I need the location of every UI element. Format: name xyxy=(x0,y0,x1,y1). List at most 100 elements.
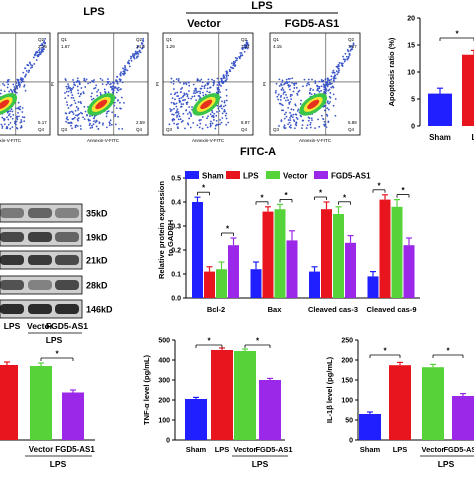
flow-value-q2: 14.8 xyxy=(136,44,145,49)
blot-band xyxy=(55,232,79,242)
protein-bar-Bcl-2-2 xyxy=(204,272,215,298)
flow-value-q2: 2.15 xyxy=(38,44,47,49)
y-tick-label: 250 xyxy=(341,338,353,345)
y-tick-label: 200 xyxy=(341,358,353,365)
protein-x-label: Bcl-2 xyxy=(207,305,225,314)
flow-xaxis-label: Annexin-V-FITC xyxy=(299,138,332,143)
blot-band xyxy=(28,280,52,290)
il1b-bar-2 xyxy=(389,365,411,440)
y-tick-label: 0 xyxy=(349,438,353,445)
y-axis-label: Apoptosis ratio (%) xyxy=(387,37,396,106)
flow-tag-q4: Q4 xyxy=(241,127,248,132)
y-axis-label: TNF-α level (pg/mL) xyxy=(142,354,151,425)
blot-group-label: LPS xyxy=(46,335,63,345)
il1b-bar-1 xyxy=(359,414,381,440)
blot-band xyxy=(28,232,52,242)
il1b-bar-4 xyxy=(452,396,474,440)
sig-star: * xyxy=(446,347,450,356)
blot-band xyxy=(0,232,24,242)
flow-value-q1: 4.15 xyxy=(273,44,282,49)
protein-x-label: Cleaved cas-3 xyxy=(308,305,358,314)
protein-bar-Bax-4 xyxy=(287,240,298,298)
col-label-vector: Vector xyxy=(187,18,221,30)
sig-star: * xyxy=(256,337,260,346)
y-tick-label: 0 xyxy=(166,438,170,445)
legend-label-2: LPS xyxy=(243,172,259,181)
il1b-group-label: LPS xyxy=(438,459,455,469)
flow-panels: Q1 Q2 Q3 Q4 2.15 5.17 Annexin-V-FITC Q1 Q2 Q3 Q4 1.… xyxy=(0,33,360,143)
blot-band xyxy=(28,304,52,314)
sig-star: * xyxy=(260,193,264,202)
blot-band xyxy=(0,280,24,290)
il1b-x-label: FGD5-AS1 xyxy=(443,445,474,454)
tnf-x-label: Vector xyxy=(234,445,257,454)
col-label-lps: LPS xyxy=(83,6,104,18)
il1b-bar-3 xyxy=(422,367,444,440)
flow-tag-q1: Q1 xyxy=(166,37,173,42)
y-tick-label: 15 xyxy=(407,43,415,50)
sig-star: * xyxy=(343,193,347,202)
protein-bar-Bcl-2-3 xyxy=(216,269,227,298)
blot-marker-label: 146kD xyxy=(86,305,113,315)
flow-value-q4: 2.59 xyxy=(136,120,145,125)
flow-tag-q2: Q2 xyxy=(241,37,248,42)
y-tick-label: 100 xyxy=(158,418,170,425)
blot-band xyxy=(28,255,52,265)
blot-lane-label: LPS xyxy=(4,321,21,331)
col-label-fgd5: FGD5-AS1 xyxy=(285,18,339,30)
protein-bar-Cleaved-cas-3-3 xyxy=(333,214,344,298)
apoptosis-x-label: Sham xyxy=(429,133,451,142)
protein-bar-Cleaved-cas-3-4 xyxy=(345,243,356,298)
y-axis-label: IL-1β level (pg/mL) xyxy=(325,356,334,423)
blot-band xyxy=(55,280,79,290)
flow-value-q1: 1.67 xyxy=(61,44,70,49)
y-tick-label: 0 xyxy=(411,124,415,131)
legend-swatch-1 xyxy=(185,171,199,179)
tnf-bar-4 xyxy=(259,380,281,440)
tnf-group-label: LPS xyxy=(252,459,269,469)
protein-bar-Bcl-2-4 xyxy=(228,245,239,298)
flow-value-q4: 5.88 xyxy=(348,120,357,125)
flow-tag-q4: Q4 xyxy=(348,127,355,132)
protein-bar-Cleaved-cas-3-2 xyxy=(321,209,332,298)
sig-star: * xyxy=(377,181,381,190)
y-axis-label-2: to GADPH xyxy=(166,220,175,256)
y-tick-label: 0.1 xyxy=(171,272,181,279)
flow-tag-q3: Q3 xyxy=(166,127,173,132)
cytokine-left-bar-3 xyxy=(62,393,84,441)
apoptosis-bar-2 xyxy=(462,55,474,126)
y-tick-label: 0.5 xyxy=(171,176,181,183)
protein-bar-Cleaved-cas-9-3 xyxy=(392,207,403,298)
flow-yaxis-label: PI xyxy=(50,82,55,86)
blot-band xyxy=(55,255,79,265)
blot-band xyxy=(55,304,79,314)
flow-tag-q4: Q4 xyxy=(38,127,45,132)
flow-tag-q1: Q1 xyxy=(61,37,68,42)
blot-lane-label: FGD5-AS1 xyxy=(46,321,88,331)
blot-band xyxy=(28,208,52,218)
sig-star: * xyxy=(455,30,459,39)
blot-marker-label: 21kD xyxy=(86,256,108,266)
flow-tag-q3: Q3 xyxy=(61,127,68,132)
blot-band xyxy=(55,208,79,218)
y-tick-label: 0.4 xyxy=(171,200,181,207)
sig-star: * xyxy=(401,186,405,195)
sig-star: * xyxy=(226,225,230,234)
y-tick-label: 10 xyxy=(407,70,415,77)
blot-marker-label: 28kD xyxy=(86,281,108,291)
sig-star: * xyxy=(55,350,59,359)
y-tick-label: 400 xyxy=(158,358,170,365)
legend-label-3: Vector xyxy=(283,172,307,181)
protein-bar-Cleaved-cas-9-4 xyxy=(404,245,415,298)
legend-swatch-3 xyxy=(266,171,280,179)
flow-value-q4: 5.17 xyxy=(38,120,47,125)
flow-tag-q2: Q2 xyxy=(348,37,355,42)
blot-band xyxy=(0,208,24,218)
fitc-axis-label: FITC-A xyxy=(240,146,276,158)
y-tick-label: 50 xyxy=(345,418,353,425)
